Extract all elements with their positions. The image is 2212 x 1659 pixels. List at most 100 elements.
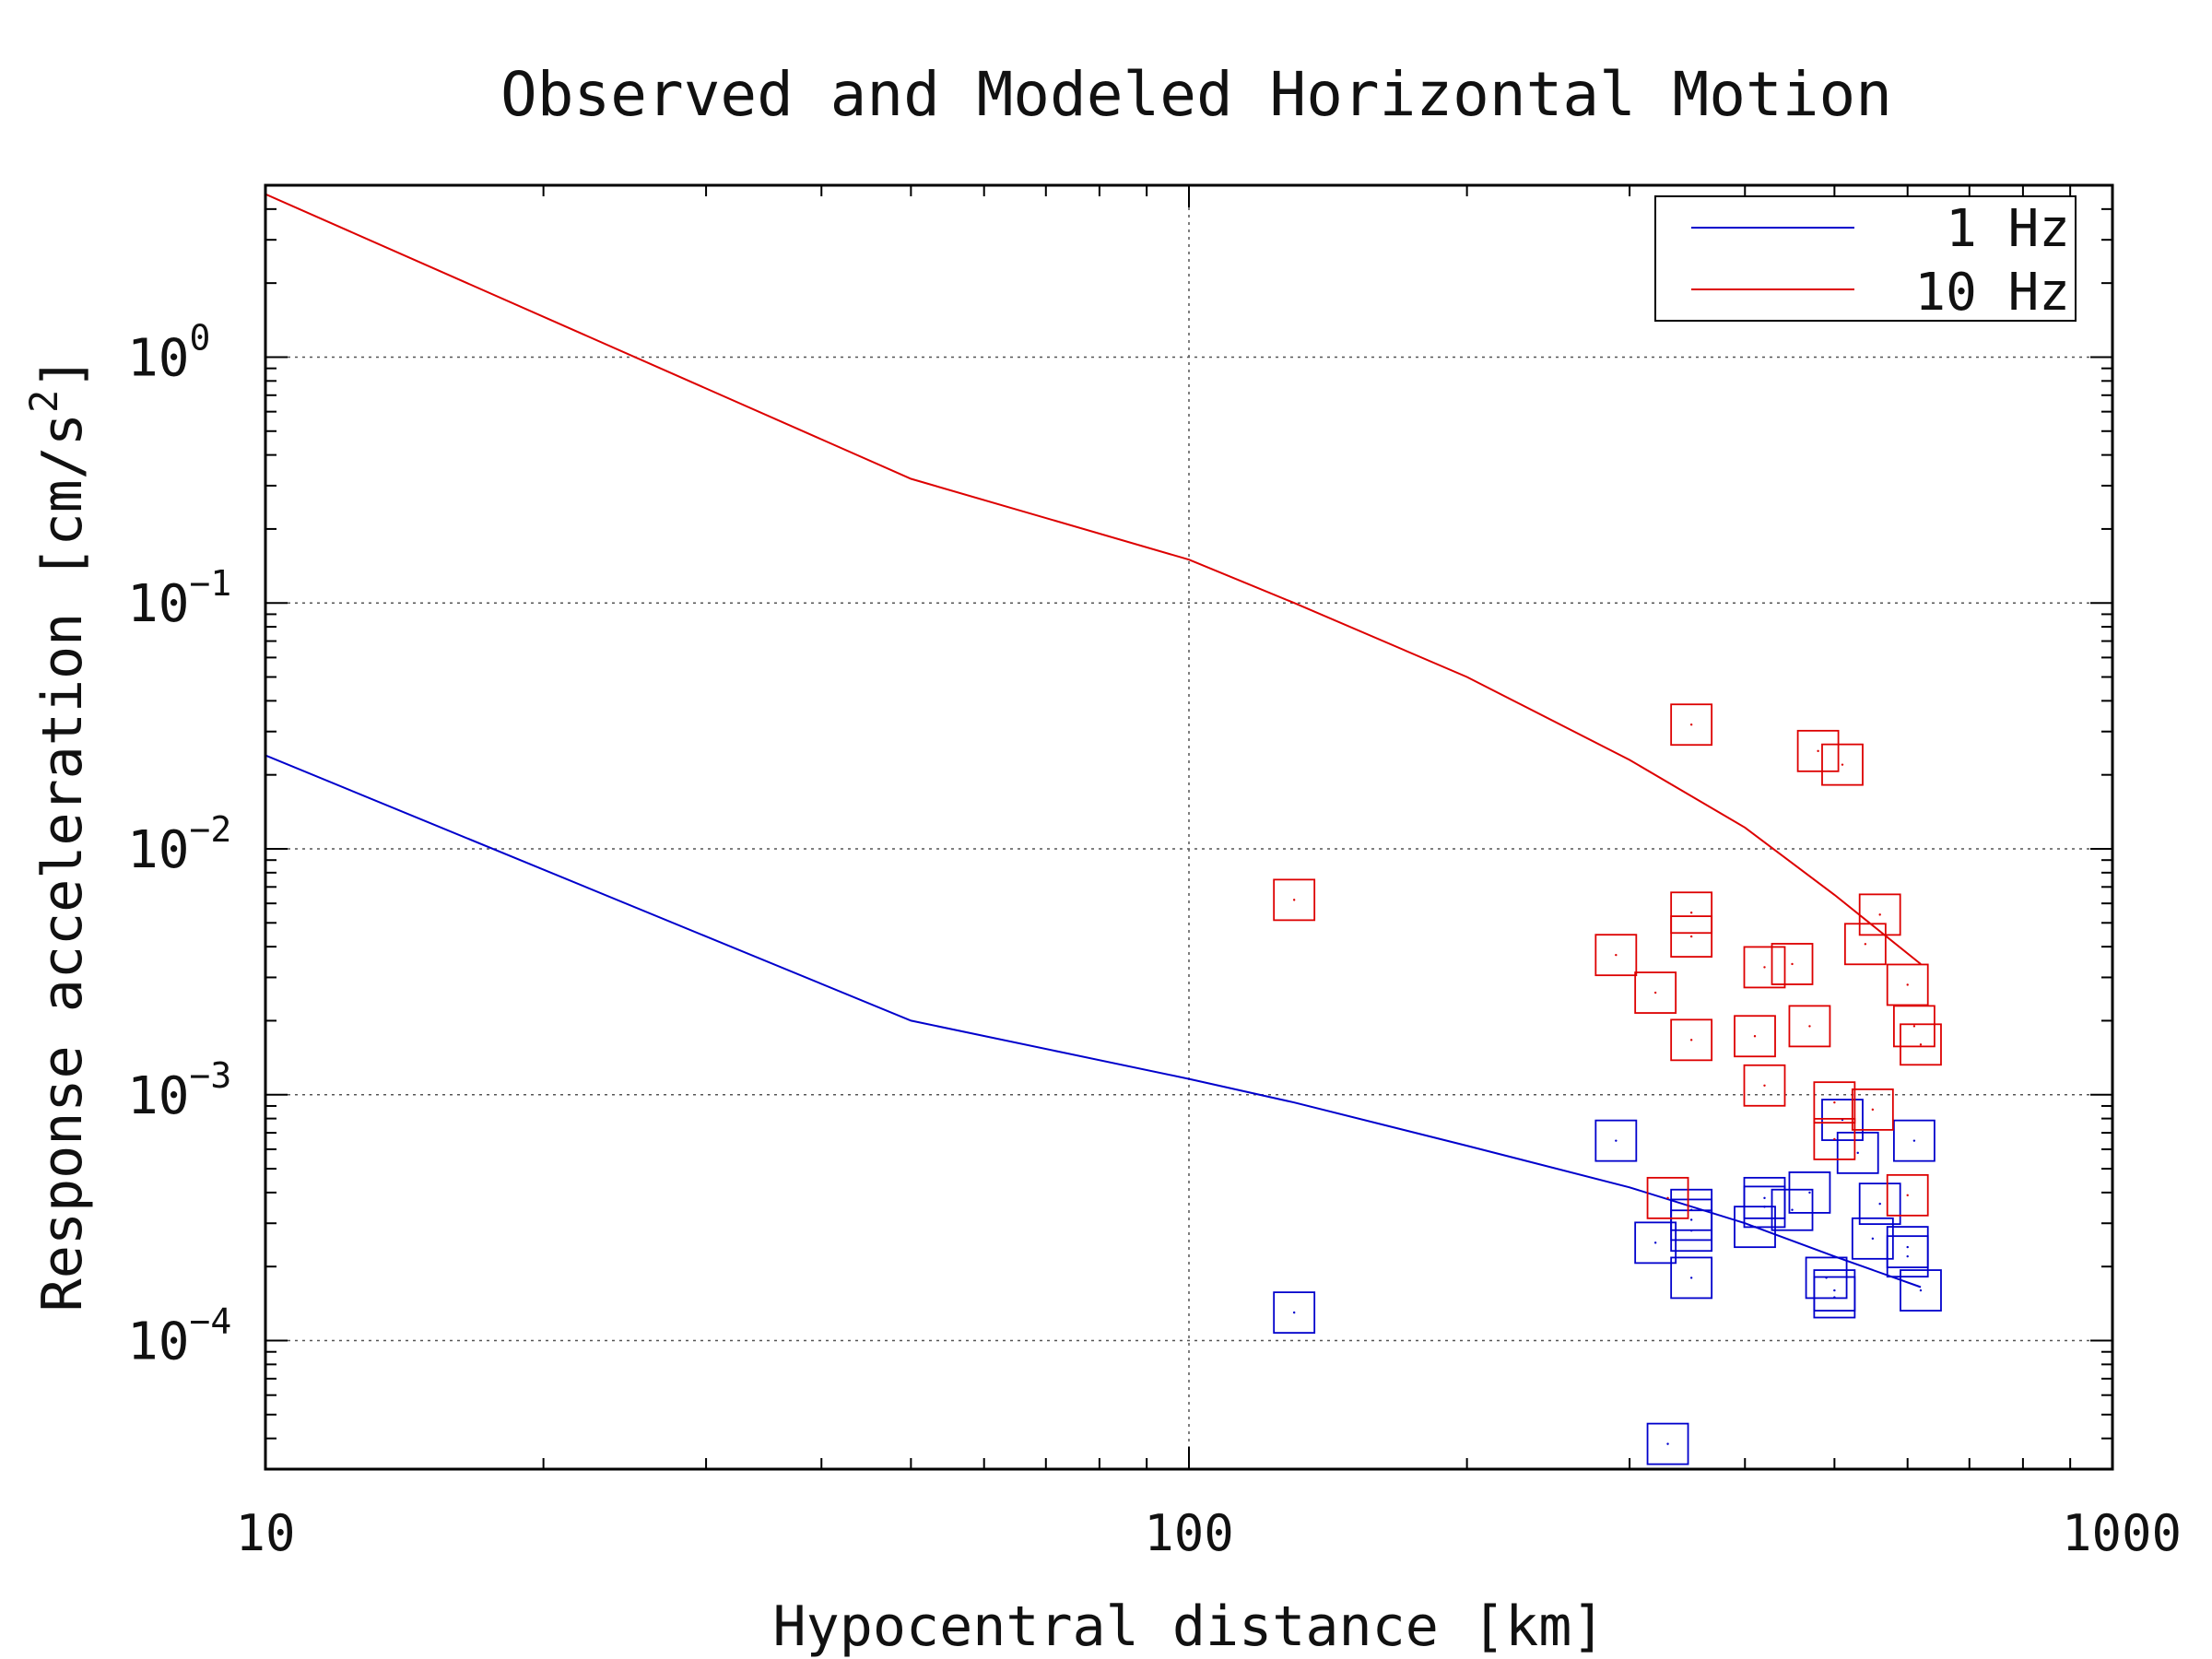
observed-marker-dot — [1817, 749, 1819, 753]
observed-marker-dot — [1653, 1241, 1657, 1244]
observed-marker — [1273, 878, 1316, 922]
observed-marker — [1886, 1173, 1929, 1217]
observed-marker-dot — [1856, 1151, 1859, 1155]
observed-marker-dot — [1763, 1196, 1766, 1200]
observed-marker-dot — [1689, 724, 1693, 726]
observed-marker-dot — [1919, 1043, 1923, 1046]
observed-marker — [1843, 923, 1887, 966]
observed-marker-dot — [1615, 1139, 1618, 1142]
observed-marker-dot — [1878, 1202, 1881, 1206]
observed-marker-dot — [1833, 1100, 1836, 1104]
y-tick-label: 100 — [127, 317, 210, 388]
observed-marker — [1813, 1117, 1856, 1160]
observed-marker-dot — [1666, 1442, 1669, 1445]
observed-marker-dot — [1871, 1108, 1875, 1112]
observed-marker — [1646, 1176, 1689, 1219]
observed-marker-dot — [1689, 1230, 1693, 1232]
legend: 1 Hz 10 Hz — [1654, 195, 2077, 323]
observed-marker — [1743, 1185, 1786, 1229]
observed-marker-dot — [1878, 913, 1881, 916]
observed-marker-dot — [1871, 1237, 1875, 1241]
observed-marker — [1821, 1099, 1864, 1141]
observed-marker-dot — [1689, 1218, 1693, 1221]
chart-title: Observed and Modeled Horizontal Motion — [500, 59, 1892, 130]
observed-marker — [1886, 963, 1929, 1006]
observed-marker-dot — [1292, 1311, 1296, 1314]
y-axis-label: Response acceleration [cm/s2] — [21, 357, 95, 1312]
observed-marker — [1796, 729, 1840, 772]
observed-marker-dot — [1808, 1191, 1811, 1194]
grid — [265, 185, 2112, 1469]
observed-marker — [1634, 1221, 1677, 1265]
observed-marker — [1858, 1182, 1901, 1226]
observed-marker-dot — [1292, 899, 1296, 901]
observed-marker — [1646, 1422, 1689, 1465]
observed-marker — [1886, 1235, 1929, 1278]
observed-marker-dot — [1864, 943, 1867, 946]
observed-marker — [1893, 1005, 1936, 1048]
series-clip-group — [265, 193, 1942, 1465]
observed-marker — [1858, 893, 1901, 936]
observed-marker — [1788, 1005, 1831, 1048]
y-axis-label-sup: 2 — [21, 390, 66, 413]
observed-marker-dot — [1763, 966, 1766, 969]
observed-marker — [1771, 943, 1814, 985]
observed-marker — [1813, 1081, 1856, 1124]
observed-marker — [1851, 1088, 1894, 1131]
observed-marker-dot — [1689, 935, 1693, 938]
observed-marker — [1670, 1256, 1713, 1300]
x-axis-label: Hypocentral distance [km] — [772, 1594, 1605, 1659]
y-tick-label: 10−1 — [127, 563, 231, 634]
observed-marker — [1670, 1018, 1713, 1062]
x-tick-label: 10 — [235, 1504, 295, 1562]
observed-marker-dot — [1833, 1137, 1836, 1141]
observed-marker-dot — [1689, 1277, 1693, 1279]
observed-marker-dot — [1689, 1039, 1693, 1041]
series-layer — [265, 193, 1942, 1465]
observed-marker — [1670, 891, 1713, 935]
observed-marker-dot — [1808, 1025, 1811, 1028]
observed-marker-dot — [1906, 983, 1909, 986]
observed-marker — [1734, 1015, 1776, 1058]
observed-marker-dot — [1919, 1288, 1923, 1292]
observed-marker — [1813, 1276, 1856, 1319]
y-axis-label-end: ] — [30, 357, 95, 390]
observed-marker — [1851, 1217, 1894, 1260]
observed-marker — [1670, 703, 1713, 747]
observed-marker — [1788, 1171, 1831, 1214]
observed-marker-dot — [1763, 1206, 1766, 1208]
model-line-10hz — [265, 193, 1922, 965]
y-tick-label: 10−3 — [127, 1055, 231, 1126]
observed-marker — [1821, 743, 1864, 786]
observed-marker-dot — [1791, 1208, 1794, 1211]
observed-marker — [1634, 971, 1677, 1014]
x-tick-label: 1000 — [2062, 1504, 2182, 1562]
legend-box — [1654, 195, 2077, 322]
observed-marker — [1900, 1269, 1942, 1312]
observed-marker — [1594, 934, 1638, 977]
observed-marker-dot — [1833, 1296, 1836, 1299]
y-axis-label-main: Response acceleration [cm/s — [30, 413, 95, 1312]
observed-marker — [1836, 1131, 1879, 1174]
observed-marker — [1273, 1291, 1316, 1335]
observed-marker-dot — [1841, 763, 1844, 766]
observed-marker-dot — [1653, 991, 1657, 994]
observed-marker-dot — [1912, 1139, 1916, 1142]
observed-marker — [1670, 1209, 1713, 1253]
observed-marker — [1594, 1119, 1638, 1162]
observed-marker-dot — [1791, 962, 1794, 966]
observed-marker-dot — [1763, 1084, 1766, 1087]
observed-marker — [1743, 1064, 1786, 1107]
observed-marker-dot — [1753, 1035, 1757, 1038]
observed-marker-dot — [1906, 1245, 1909, 1249]
x-tick-label: 100 — [1144, 1504, 1234, 1562]
observed-marker-dot — [1912, 1025, 1916, 1028]
y-tick-label: 10−4 — [127, 1301, 231, 1372]
observed-marker-dot — [1906, 1194, 1909, 1197]
observed-marker-dot — [1666, 1196, 1669, 1200]
legend-label-10hz: 10 Hz — [1914, 263, 2070, 323]
model-line-1hz — [265, 754, 1922, 1288]
observed-marker-dot — [1906, 1254, 1909, 1258]
